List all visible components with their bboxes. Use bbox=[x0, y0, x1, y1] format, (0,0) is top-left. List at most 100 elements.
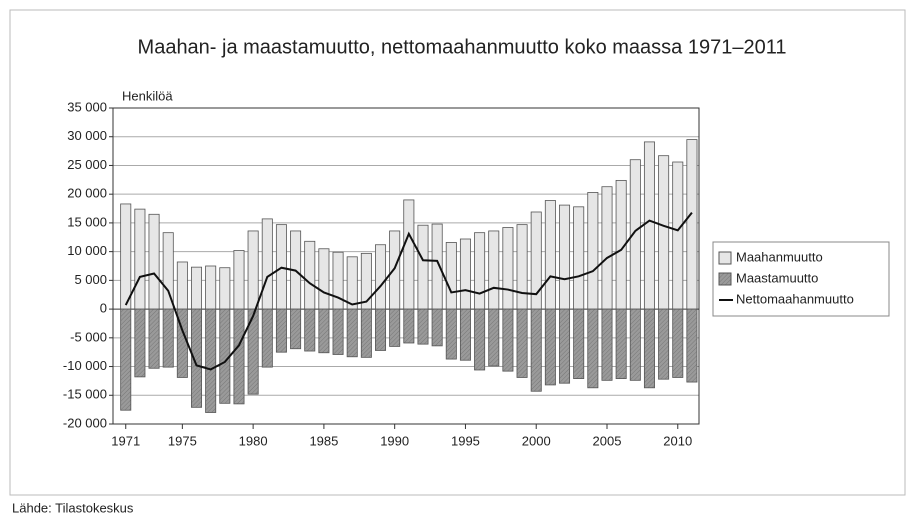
bar bbox=[332, 251, 344, 310]
x-tick-label: 2010 bbox=[663, 433, 692, 448]
y-tick-label: -5 000 bbox=[70, 329, 107, 344]
bar bbox=[261, 218, 273, 310]
bar bbox=[643, 141, 655, 310]
bar bbox=[445, 242, 457, 310]
bar bbox=[643, 308, 655, 389]
bar bbox=[629, 308, 641, 381]
bar bbox=[162, 308, 174, 368]
bar bbox=[375, 308, 387, 351]
bar bbox=[403, 308, 415, 344]
bar bbox=[559, 308, 571, 384]
frame bbox=[9, 9, 906, 496]
bar bbox=[445, 308, 457, 360]
bar bbox=[686, 308, 698, 383]
bar bbox=[304, 308, 316, 352]
bar bbox=[148, 308, 160, 369]
bar bbox=[120, 203, 132, 310]
x-tick-label: 1975 bbox=[168, 433, 197, 448]
bar bbox=[205, 265, 217, 310]
bar bbox=[474, 232, 486, 310]
source: Lähde: Tilastokeskus bbox=[12, 500, 134, 515]
bar bbox=[247, 230, 259, 310]
y-tick-label: 0 bbox=[100, 301, 107, 316]
bar bbox=[134, 208, 146, 310]
x-tick-label: 1990 bbox=[380, 433, 409, 448]
bar bbox=[559, 204, 571, 310]
bar bbox=[658, 308, 670, 380]
y-tick-label: 25 000 bbox=[67, 157, 107, 172]
bar bbox=[134, 308, 146, 378]
bar bbox=[417, 224, 429, 310]
legend: Maahanmuutto Maastamuutto Nettomaahanmuutt… bbox=[712, 241, 890, 317]
bar bbox=[318, 308, 330, 354]
bar bbox=[162, 232, 174, 310]
bar bbox=[601, 308, 613, 381]
bar bbox=[544, 308, 556, 386]
line bbox=[124, 211, 693, 371]
y-tick-label: 30 000 bbox=[67, 128, 107, 143]
bar bbox=[615, 308, 627, 380]
bar bbox=[516, 224, 528, 310]
bar bbox=[587, 192, 599, 310]
y-tick-label: -20 000 bbox=[63, 415, 107, 430]
bar bbox=[290, 308, 302, 350]
bar bbox=[275, 308, 287, 353]
bar bbox=[346, 308, 358, 358]
bar bbox=[346, 256, 358, 310]
bar bbox=[389, 230, 401, 310]
bar bbox=[502, 308, 514, 372]
y-tick-label: 10 000 bbox=[67, 243, 107, 258]
bar bbox=[247, 308, 259, 395]
bar bbox=[120, 308, 132, 411]
bar bbox=[488, 230, 500, 310]
bar bbox=[474, 308, 486, 371]
bar bbox=[488, 308, 500, 367]
bar bbox=[219, 308, 231, 404]
bar bbox=[219, 267, 231, 310]
y-tick-label: 15 000 bbox=[67, 214, 107, 229]
y-tick-label: 5 000 bbox=[74, 272, 107, 287]
y-tick-label: 20 000 bbox=[67, 186, 107, 201]
x-tick-label: 1985 bbox=[309, 433, 338, 448]
bar bbox=[191, 308, 203, 408]
bar bbox=[686, 139, 698, 310]
bar bbox=[261, 308, 273, 368]
bar bbox=[417, 308, 429, 345]
x-tick-label: 2005 bbox=[593, 433, 622, 448]
y-tick-label: 35 000 bbox=[67, 99, 107, 114]
bar bbox=[176, 261, 188, 310]
bar bbox=[233, 250, 245, 310]
bar bbox=[389, 308, 401, 347]
bar bbox=[672, 161, 684, 310]
bar bbox=[601, 186, 613, 310]
bar bbox=[672, 308, 684, 378]
chart-title: Maahan- ja maastamuutto, nettomaahanmuut… bbox=[138, 36, 787, 58]
bar bbox=[431, 308, 443, 347]
y-tick-label: -10 000 bbox=[63, 358, 107, 373]
bar bbox=[573, 308, 585, 380]
x-tick-label: 1980 bbox=[239, 433, 268, 448]
bar bbox=[360, 308, 372, 358]
bar bbox=[375, 244, 387, 310]
legend-label: Nettomaahanmuutto bbox=[736, 291, 854, 306]
bar bbox=[544, 200, 556, 310]
x-tick-label: 2000 bbox=[522, 433, 551, 448]
bar bbox=[148, 213, 160, 310]
bar bbox=[233, 308, 245, 405]
legend-swatch bbox=[718, 251, 732, 265]
y-tick-label: -15 000 bbox=[63, 387, 107, 402]
bar bbox=[502, 227, 514, 310]
x-tick-label: 1971 bbox=[111, 433, 140, 448]
bar bbox=[587, 308, 599, 389]
bar bbox=[530, 308, 542, 392]
bar bbox=[459, 308, 471, 361]
bar bbox=[459, 238, 471, 310]
bar bbox=[516, 308, 528, 378]
plot-border bbox=[112, 107, 700, 425]
bar bbox=[573, 206, 585, 310]
legend-swatch bbox=[718, 272, 732, 286]
legend-label: Maastamuutto bbox=[736, 270, 818, 285]
bar bbox=[332, 308, 344, 355]
bar bbox=[191, 266, 203, 310]
